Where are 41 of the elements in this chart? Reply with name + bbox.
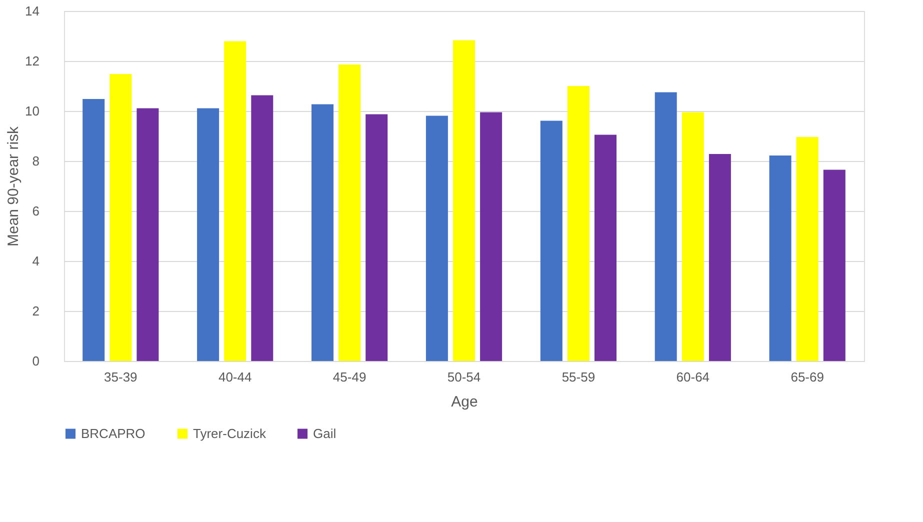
bar [197, 108, 220, 361]
y-tick-label: 12 [25, 54, 40, 68]
x-tick-label: 65-69 [790, 370, 824, 384]
y-tick-label: 8 [32, 154, 40, 168]
x-tick-label: 60-64 [676, 370, 710, 384]
y-tick-label: 4 [32, 254, 40, 268]
legend-label: BRCAPRO [81, 426, 146, 441]
y-tick-label: 6 [32, 204, 40, 218]
x-tick-label: 35-39 [104, 370, 138, 384]
x-axis-title: Age [451, 394, 478, 410]
bar [338, 64, 361, 361]
y-tick-label: 10 [25, 104, 40, 118]
bar [453, 40, 475, 361]
bar [224, 41, 246, 361]
y-axis-title: Mean 90-year risk [5, 126, 22, 247]
bar [82, 99, 105, 361]
bar [796, 137, 818, 361]
bar [251, 95, 274, 361]
bar [426, 116, 448, 361]
bar [769, 156, 792, 361]
bar [823, 170, 846, 361]
legend-label: Gail [313, 426, 336, 441]
x-tick-label: 45-49 [332, 370, 366, 384]
legend-label: Tyrer-Cuzick [193, 426, 266, 441]
bar [567, 86, 590, 361]
bar [480, 112, 502, 361]
x-tick-label: 55-59 [562, 370, 596, 384]
bar [708, 154, 731, 361]
bar [682, 112, 704, 361]
x-tick-label: 40-44 [218, 370, 252, 384]
bar [366, 114, 388, 361]
bar [136, 108, 159, 361]
x-tick-label: 50-54 [447, 370, 481, 384]
y-tick-label: 0 [32, 354, 40, 368]
bar [654, 92, 677, 361]
bar [540, 120, 562, 361]
bar [594, 134, 616, 361]
bar [110, 74, 132, 361]
y-tick-label: 2 [32, 304, 40, 318]
bar [312, 104, 334, 361]
y-tick-label: 14 [25, 4, 40, 18]
